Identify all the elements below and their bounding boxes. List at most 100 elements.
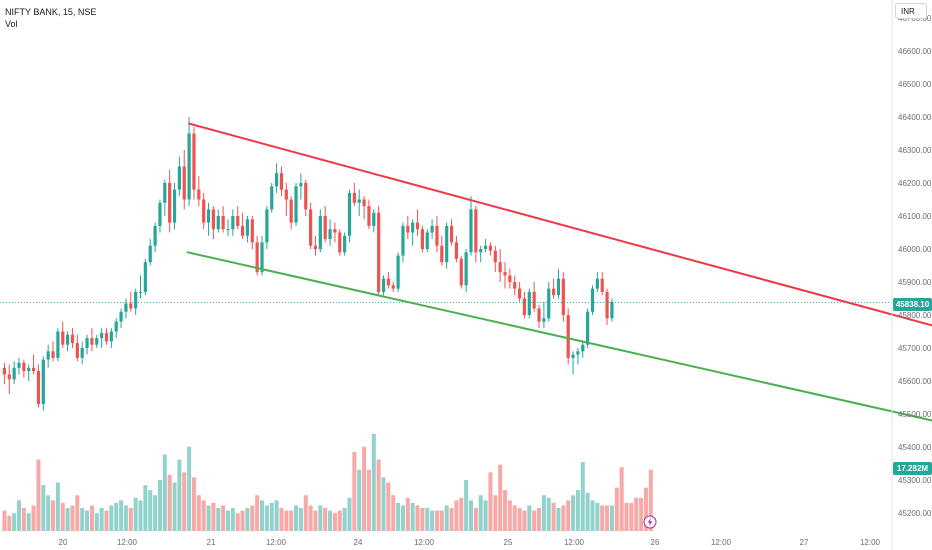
candle-body [22,362,26,372]
candle-body [226,229,230,231]
volume-bar [85,510,90,531]
volume-indicator-label[interactable]: Vol [5,19,18,29]
volume-bar [225,510,230,531]
volume-bar [352,451,357,531]
candle-body [333,229,337,233]
candle-body [36,371,41,405]
candle-body [274,173,279,187]
resistance-trendline[interactable] [188,122,932,335]
time-axis: 20 12:00 21 12:00 24 12:00 25 12:00 26 12:00 27 12:… [59,538,881,547]
volume-bar [230,508,235,531]
candle-body [27,367,31,372]
candle-body [51,351,55,358]
time-tick-label: 12:00 [564,538,585,547]
volume-bar [449,508,454,531]
volume-bar [430,510,435,531]
candle-body [440,245,444,263]
volume-bar [400,505,405,531]
candle-body [508,275,512,282]
volume-bar [357,469,362,531]
volume-bar [634,497,639,531]
price-tick-label: 45600.00 [898,377,932,386]
volume-bar [128,508,133,531]
candle-body [411,222,415,233]
candle-body [401,225,405,256]
candle-body [172,189,177,223]
volume-bar [279,508,284,531]
volume-bar [468,500,473,531]
support-trendline[interactable] [186,251,932,422]
time-tick-label: 12:00 [711,538,732,547]
candle-body [362,199,366,207]
candle-body [143,262,147,292]
candle-body [391,285,395,289]
candle-body [313,245,318,249]
candle-body [590,288,595,312]
candle-body [61,331,65,345]
candle-body [119,311,123,322]
volume-bar [483,500,488,531]
price-tick-label: 45300.00 [898,476,932,485]
candle-body [260,242,264,273]
volume-bar [488,472,493,531]
candle-body [206,209,211,223]
volume-bar [614,487,619,531]
volume-bar [556,508,561,531]
volume-bar [114,502,119,531]
candle-body [581,344,585,352]
lightning-icon[interactable] [643,515,657,529]
volume-bar [362,446,367,531]
candle-body [197,189,201,200]
volume-bar [41,485,46,531]
candle-body [187,133,191,200]
volume-bar [12,513,17,531]
candle-body [95,338,99,345]
price-tick-label: 45700.00 [898,344,932,353]
volume-bars [2,434,653,531]
price-tick-label: 45800.00 [898,311,932,320]
volume-bar [133,497,138,531]
candle-body [17,362,21,368]
currency-selector[interactable]: INR [895,3,927,19]
candle-body [231,216,235,230]
candle-body [396,255,400,289]
volume-bar [517,508,522,531]
volume-bar [94,513,99,531]
time-tick-label: 21 [207,538,216,547]
volume-bar [454,500,459,531]
candle-body [488,245,493,251]
volume-bar [211,502,216,531]
candle-body [513,282,517,289]
volume-bar [323,508,328,531]
volume-bar [313,510,318,531]
volume-bar [148,490,153,531]
volume-bar [2,510,7,531]
candle-body [449,225,454,243]
volume-bar [493,495,498,531]
volume-bar [55,482,60,531]
candle-body [343,235,347,253]
last-price-tag: 45838.10 [893,298,932,311]
volume-bar [328,510,333,531]
volume-bar [294,505,299,531]
candle-body [323,216,327,240]
volume-bar [590,500,595,531]
volume-bar [580,462,585,531]
volume-bar [250,505,255,531]
candle-body [600,278,604,292]
volume-bar [386,482,391,531]
candle-body [202,199,206,223]
time-tick-label: 12:00 [860,538,881,547]
time-tick-label: 12:00 [117,538,138,547]
candle-body [537,308,541,322]
volume-bar [303,495,308,531]
volume-bar [31,505,36,531]
candle-body [148,245,152,263]
symbol-label[interactable]: NIFTY BANK, 15, NSE [5,7,97,17]
volume-bar [381,477,386,531]
candle-body [270,186,274,210]
volume-bar [109,505,114,531]
volume-bar [575,490,580,531]
